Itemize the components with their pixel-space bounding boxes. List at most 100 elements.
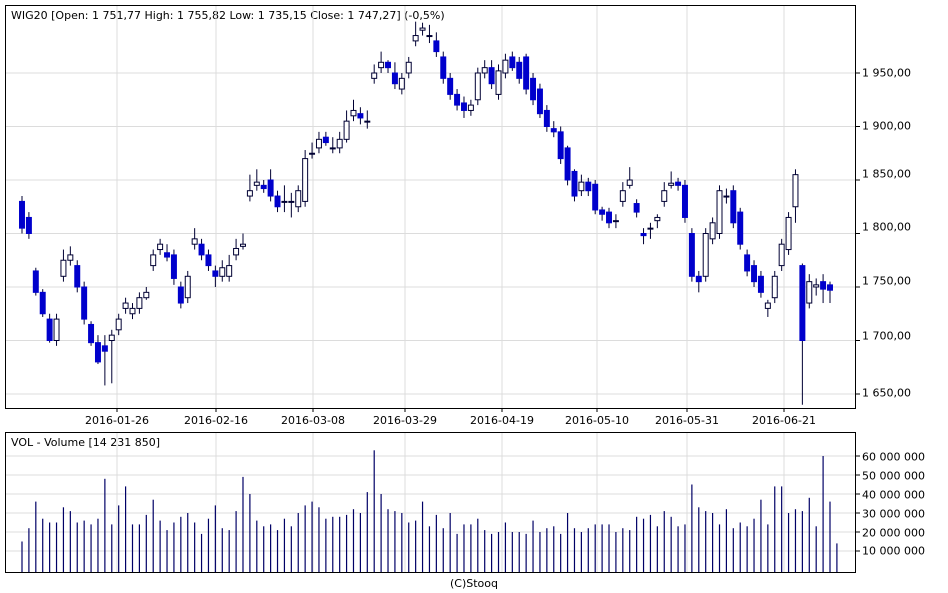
candle-body bbox=[516, 61, 523, 79]
volume-y-tick: 50 000 000 bbox=[862, 469, 925, 483]
candle-body bbox=[488, 67, 495, 85]
candle-body bbox=[827, 284, 833, 291]
candle-body bbox=[88, 323, 95, 344]
candle-body bbox=[46, 318, 53, 342]
source-credit: (C)Stooq bbox=[449, 577, 498, 590]
candle-body bbox=[240, 243, 246, 247]
candle-body bbox=[398, 77, 405, 90]
candle-body bbox=[502, 59, 509, 74]
candle-body bbox=[288, 200, 295, 203]
candle-body bbox=[626, 179, 633, 186]
price-y-tick: 1 700,00 bbox=[862, 329, 911, 343]
volume-y-tick: 30 000 000 bbox=[862, 507, 925, 521]
candle-body bbox=[115, 318, 122, 331]
price-y-tick: 1 900,00 bbox=[862, 119, 911, 133]
candle-body bbox=[274, 195, 281, 208]
candle-body bbox=[612, 220, 619, 223]
price-y-tick: 1 800,00 bbox=[862, 220, 911, 234]
candle-body bbox=[764, 302, 771, 309]
candle-body bbox=[94, 342, 101, 363]
volume-y-tick: 10 000 000 bbox=[862, 544, 925, 558]
candle-body bbox=[184, 275, 191, 299]
candle-body bbox=[198, 243, 205, 256]
candle-body bbox=[744, 254, 751, 272]
candle-body bbox=[813, 284, 820, 288]
candle-body bbox=[350, 109, 357, 117]
candle-body bbox=[32, 270, 39, 293]
candle-body bbox=[295, 190, 302, 208]
candle-body bbox=[191, 238, 198, 245]
candle-body bbox=[67, 254, 74, 261]
candle-body bbox=[606, 211, 612, 224]
candle-body bbox=[253, 181, 260, 186]
candle-body bbox=[454, 93, 461, 106]
candle-body bbox=[129, 307, 136, 315]
candle-body bbox=[543, 109, 550, 127]
price-y-tick: 1 650,00 bbox=[862, 386, 911, 400]
price-y-tick: 1 950,00 bbox=[862, 66, 911, 80]
candle-body bbox=[260, 184, 267, 190]
candle-body bbox=[302, 158, 309, 202]
price-chart-title: WIG20 [Open: 1 751,77 High: 1 755,82 Low… bbox=[11, 9, 445, 22]
candle-body bbox=[74, 265, 81, 288]
candle-body bbox=[495, 70, 502, 95]
candle-body bbox=[233, 247, 240, 256]
candle-body bbox=[702, 233, 709, 277]
candle-body bbox=[578, 181, 585, 192]
candle-body bbox=[447, 77, 454, 95]
candle-body bbox=[322, 136, 329, 144]
candle-body bbox=[619, 190, 626, 202]
candle-body bbox=[564, 147, 571, 181]
candle-body bbox=[467, 104, 474, 111]
candle-body bbox=[25, 216, 32, 234]
candle-body bbox=[391, 72, 398, 85]
candle-body bbox=[688, 233, 695, 277]
date-x-tick: 2016-02-16 bbox=[184, 414, 248, 427]
candle-body bbox=[267, 179, 274, 197]
date-x-tick: 2016-03-08 bbox=[281, 414, 345, 427]
candle-body bbox=[170, 254, 177, 279]
candle-body bbox=[716, 190, 723, 234]
volume-y-tick: 40 000 000 bbox=[862, 488, 925, 502]
candle-body bbox=[474, 72, 481, 101]
candle-body bbox=[675, 181, 682, 186]
candle-body bbox=[364, 120, 371, 123]
candle-body bbox=[695, 275, 702, 283]
candle-body bbox=[246, 190, 253, 197]
price-chart-panel: WIG20 [Open: 1 751,77 High: 1 755,82 Low… bbox=[5, 5, 856, 409]
date-x-tick: 2016-01-26 bbox=[85, 414, 149, 427]
candle-body bbox=[806, 281, 813, 304]
candle-body bbox=[226, 265, 233, 277]
candle-body bbox=[709, 222, 716, 240]
candle-body bbox=[281, 200, 288, 203]
candle-body bbox=[177, 286, 184, 304]
candle-body bbox=[668, 182, 675, 186]
volume-chart-title: VOL - Volume [14 231 850] bbox=[11, 436, 161, 449]
date-x-tick: 2016-05-10 bbox=[565, 414, 629, 427]
candle-body bbox=[157, 243, 164, 251]
candle-body bbox=[412, 35, 419, 42]
candle-body bbox=[405, 61, 412, 74]
candle-body bbox=[792, 174, 799, 208]
candle-body bbox=[723, 195, 730, 198]
volume-y-tick: 60 000 000 bbox=[862, 450, 925, 464]
candle-body bbox=[440, 56, 447, 79]
volume-y-tick: 20 000 000 bbox=[862, 526, 925, 540]
candle-body bbox=[536, 88, 543, 115]
candle-body bbox=[164, 252, 171, 258]
candle-body bbox=[509, 56, 516, 69]
candle-body bbox=[39, 291, 46, 315]
candle-body bbox=[737, 211, 744, 245]
candle-body bbox=[785, 216, 792, 251]
candle-body bbox=[336, 138, 343, 149]
candle-body bbox=[730, 190, 737, 224]
candle-body bbox=[751, 265, 758, 283]
candle-body bbox=[371, 72, 378, 79]
candle-body bbox=[81, 286, 88, 320]
date-x-tick: 2016-03-29 bbox=[373, 414, 437, 427]
candle-body bbox=[136, 297, 143, 309]
candle-body bbox=[426, 35, 433, 38]
candle-body bbox=[647, 227, 654, 230]
price-y-tick: 1 850,00 bbox=[862, 167, 911, 181]
